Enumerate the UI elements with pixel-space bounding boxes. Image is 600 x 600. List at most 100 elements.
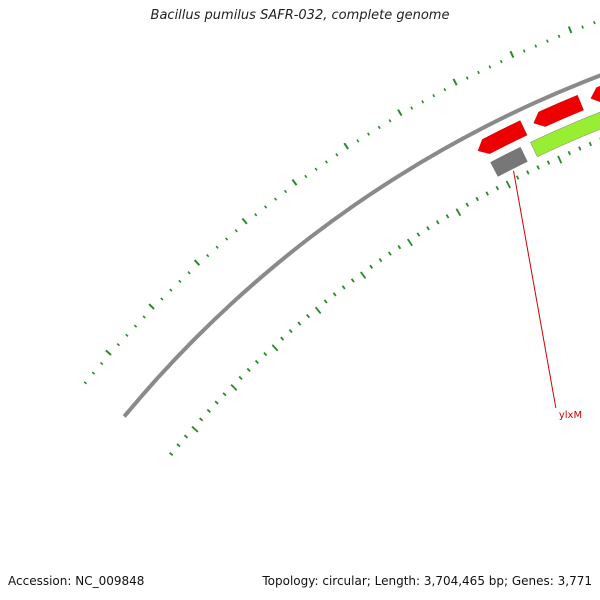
feature-tick bbox=[567, 150, 571, 156]
scale-tick bbox=[225, 237, 229, 241]
scale-tick bbox=[178, 279, 182, 283]
scale-tick bbox=[284, 189, 288, 194]
scale-tick bbox=[432, 94, 436, 98]
scale-tick bbox=[397, 109, 403, 117]
accession-text: Accession: NC_009848 bbox=[8, 574, 145, 588]
genome-backbone bbox=[122, 73, 600, 418]
scale-tick bbox=[465, 76, 469, 80]
feature-tick bbox=[222, 392, 227, 397]
feature-tick bbox=[505, 180, 511, 189]
scale-tick bbox=[254, 213, 258, 217]
scale-tick bbox=[499, 59, 503, 64]
feature-tick bbox=[332, 292, 337, 297]
scale-tick bbox=[452, 78, 458, 86]
scale-tick bbox=[509, 50, 515, 59]
gene-labels: fabDfabG1acpPrncsmcftsYylxM bbox=[513, 170, 582, 421]
feature-tick bbox=[206, 408, 211, 413]
feature-tick bbox=[191, 425, 199, 433]
colored-gene-features bbox=[490, 111, 600, 177]
scale-tick bbox=[125, 333, 129, 337]
scale-tick bbox=[335, 153, 339, 157]
feature-tick bbox=[475, 196, 479, 202]
scale-tick bbox=[557, 34, 561, 39]
scale-tick bbox=[356, 139, 360, 143]
scale-tick bbox=[443, 88, 447, 92]
feature-tick bbox=[369, 264, 374, 269]
scale-tick bbox=[377, 125, 381, 130]
feature-tick bbox=[455, 208, 462, 217]
cds-feature bbox=[533, 94, 584, 127]
feature-tick bbox=[445, 214, 450, 219]
feature-tick bbox=[230, 384, 238, 391]
backbone-ring bbox=[122, 73, 600, 418]
feature-tick bbox=[263, 352, 268, 357]
gene-feature bbox=[530, 111, 600, 158]
feature-tick bbox=[588, 141, 592, 147]
scale-tick bbox=[142, 315, 146, 319]
cds-feature bbox=[477, 120, 528, 154]
scale-tick bbox=[193, 259, 201, 266]
feature-tick bbox=[406, 238, 413, 247]
feature-tick bbox=[254, 359, 259, 365]
cds-feature bbox=[590, 86, 600, 102]
scale-tick bbox=[388, 119, 392, 123]
scale-tick bbox=[421, 100, 425, 104]
feature-tick bbox=[314, 306, 322, 314]
scale-tick bbox=[324, 160, 328, 164]
scale-tick bbox=[343, 142, 349, 150]
scale-tick bbox=[133, 324, 138, 328]
feature-tick bbox=[238, 375, 243, 381]
scale-tick bbox=[116, 343, 121, 347]
scale-ticks bbox=[83, 20, 596, 385]
scale-tick bbox=[264, 205, 268, 209]
scale-tick bbox=[241, 217, 248, 225]
feature-tick bbox=[578, 146, 582, 151]
feature-tick bbox=[214, 400, 219, 405]
feature-tick bbox=[416, 232, 421, 237]
scale-tick bbox=[148, 303, 155, 310]
scale-tick bbox=[291, 178, 298, 186]
feature-tick bbox=[435, 220, 440, 225]
feature-tick bbox=[199, 417, 204, 422]
scale-tick bbox=[522, 49, 526, 53]
feature-tick bbox=[378, 258, 383, 263]
feature-tick bbox=[397, 244, 402, 250]
feature-tick bbox=[246, 367, 251, 372]
feature-tick bbox=[387, 251, 392, 256]
scale-tick bbox=[546, 39, 549, 43]
gene-feature bbox=[490, 146, 528, 177]
feature-tick bbox=[426, 226, 430, 231]
scale-tick bbox=[367, 132, 370, 136]
feature-tick bbox=[280, 336, 285, 341]
feature-tick bbox=[536, 165, 540, 170]
scale-tick bbox=[534, 44, 538, 48]
feature-tick bbox=[350, 278, 355, 283]
scale-tick bbox=[581, 25, 584, 29]
feature-tick bbox=[360, 271, 367, 279]
scale-tick bbox=[304, 174, 308, 179]
feature-tick bbox=[271, 344, 279, 352]
scale-tick bbox=[273, 197, 278, 201]
scale-tick bbox=[91, 371, 96, 375]
feature-tick bbox=[546, 160, 551, 165]
feature-tick bbox=[306, 314, 311, 319]
scale-tick bbox=[187, 271, 191, 275]
genome-summary-text: Topology: circular; Length: 3,704,465 bp… bbox=[262, 574, 592, 588]
scale-tick bbox=[99, 361, 104, 366]
scale-tick bbox=[593, 20, 596, 25]
feature-tick bbox=[526, 170, 530, 175]
scale-tick bbox=[160, 297, 164, 301]
scale-tick bbox=[567, 26, 573, 34]
feature-tick bbox=[465, 202, 470, 207]
gene-label-line bbox=[513, 170, 557, 409]
scale-tick bbox=[206, 253, 210, 258]
feature-tick bbox=[557, 155, 563, 164]
map-title: Bacillus pumilus SAFR-032, complete geno… bbox=[150, 8, 450, 23]
gene-label: ylxM bbox=[559, 410, 582, 421]
scale-tick bbox=[477, 70, 480, 75]
feature-tick bbox=[341, 285, 346, 290]
scale-tick bbox=[314, 167, 318, 171]
scale-tick bbox=[215, 245, 219, 249]
